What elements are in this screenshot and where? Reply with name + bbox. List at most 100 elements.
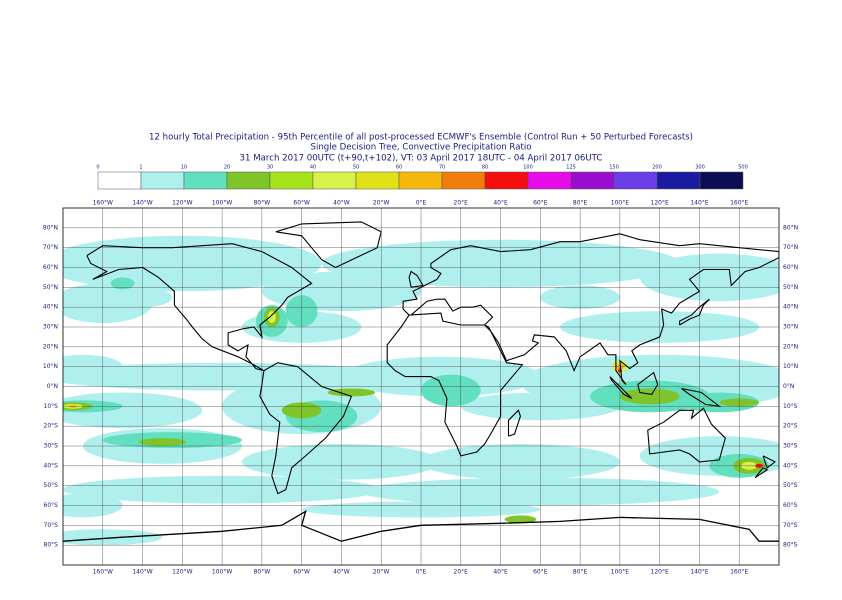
lon-label: 160°W [93,569,113,576]
lat-label: 80°S [44,542,59,549]
lon-label: 80°E [573,200,588,207]
lat-label: 80°N [43,224,58,231]
lon-label: 140°W [132,200,152,207]
legend-swatch [699,171,744,190]
map-frame [62,207,780,566]
legend-level: 20 [224,165,230,171]
coastline [679,298,710,326]
lat-label: 80°S [783,542,798,549]
lat-label: 10°N [43,363,58,370]
lat-label: 30°S [44,443,59,450]
precip-patch [639,253,779,302]
precip-patch [267,311,276,324]
lat-label: 40°S [44,462,59,469]
lat-label: 70°S [44,522,59,529]
lat-label: 70°N [783,244,798,251]
lon-label: 20°E [454,200,469,207]
coastline [86,243,313,372]
precip-patch [421,444,620,480]
lon-label: 40°E [493,569,508,576]
lon-label: 60°E [533,569,548,576]
legend-swatch [355,171,400,190]
lat-label: 60°N [43,264,58,271]
lat-label: 30°S [783,443,798,450]
coastlines [63,221,779,542]
lon-label: 80°W [254,200,271,207]
lat-label: 20°N [783,343,798,350]
precip-patch [138,438,187,446]
lon-label: 160°E [730,200,748,207]
lon-label: 100°E [611,200,629,207]
legend-level: 10 [181,165,187,171]
lat-label: 70°S [783,522,798,529]
precip-patch [327,388,376,397]
title-line: 31 March 2017 00UTC (t+90,t+102), VT: 03… [240,154,603,164]
axis-labels: 160°W 160°W 140°W 140°W 120°W 120°W 100°W 100°W… [43,200,798,576]
precip-patch [504,515,537,524]
lat-label: 0°N [47,383,58,390]
lat-label: 10°S [783,403,798,410]
legend: 0 1 10 20 30 40 50 60 70 80 100 125 150 200 300 500 [96,165,748,190]
lon-label: 0°E [416,200,427,207]
lat-label: 60°S [44,502,59,509]
lon-label: 0°E [416,569,427,576]
legend-swatch [398,171,443,190]
lon-label: 120°W [172,569,192,576]
precip-patch [421,374,481,407]
lon-label: 140°W [132,569,152,576]
lat-label: 20°N [43,343,58,350]
coastline [609,376,633,399]
coastline [386,233,779,457]
coastline [259,362,353,495]
legend-level: 150 [609,165,619,171]
lat-label: 60°S [783,502,798,509]
lon-label: 100°W [212,200,232,207]
lon-label: 40°W [333,200,350,207]
legend-swatch [97,171,142,190]
legend-swatch [226,171,271,190]
precip-patch [110,277,135,290]
coastline [637,371,659,396]
legend-level: 200 [652,165,662,171]
lon-label: 140°E [690,200,708,207]
lon-label: 40°E [493,200,508,207]
legend-swatch [484,171,529,190]
lon-label: 160°W [93,200,113,207]
legend-swatch [183,171,228,190]
coastline [647,407,726,463]
lon-label: 160°E [730,569,748,576]
lat-label: 10°N [783,363,798,370]
lon-label: 20°W [373,569,390,576]
lon-label: 20°W [373,200,390,207]
lat-label: 30°N [43,324,58,331]
legend-swatch [140,171,185,190]
coastline [762,455,777,469]
lon-label: 120°E [651,200,669,207]
lon-label: 60°E [533,200,548,207]
lon-label: 100°W [212,569,232,576]
lat-label: 20°S [44,423,59,430]
coastline [63,510,779,542]
precip-patch [619,388,680,405]
legend-level: 50 [353,165,359,171]
coastline [275,221,382,269]
legend-level: 0 [96,165,99,171]
lat-label: 30°N [783,324,798,331]
legend-level: 1 [139,165,142,171]
legend-swatch [312,171,357,190]
coastline [507,409,521,437]
lon-label: 140°E [690,569,708,576]
lon-label: 40°W [333,569,350,576]
lat-label: 40°S [783,462,798,469]
lon-label: 80°E [573,569,588,576]
lon-label: 60°W [293,200,310,207]
lat-label: 60°N [783,264,798,271]
lon-label: 60°W [293,569,310,576]
legend-level: 70 [439,165,445,171]
lat-label: 0°N [783,383,794,390]
lat-label: 50°N [783,284,798,291]
legend-level: 500 [738,165,748,171]
lat-label: 80°N [783,224,798,231]
